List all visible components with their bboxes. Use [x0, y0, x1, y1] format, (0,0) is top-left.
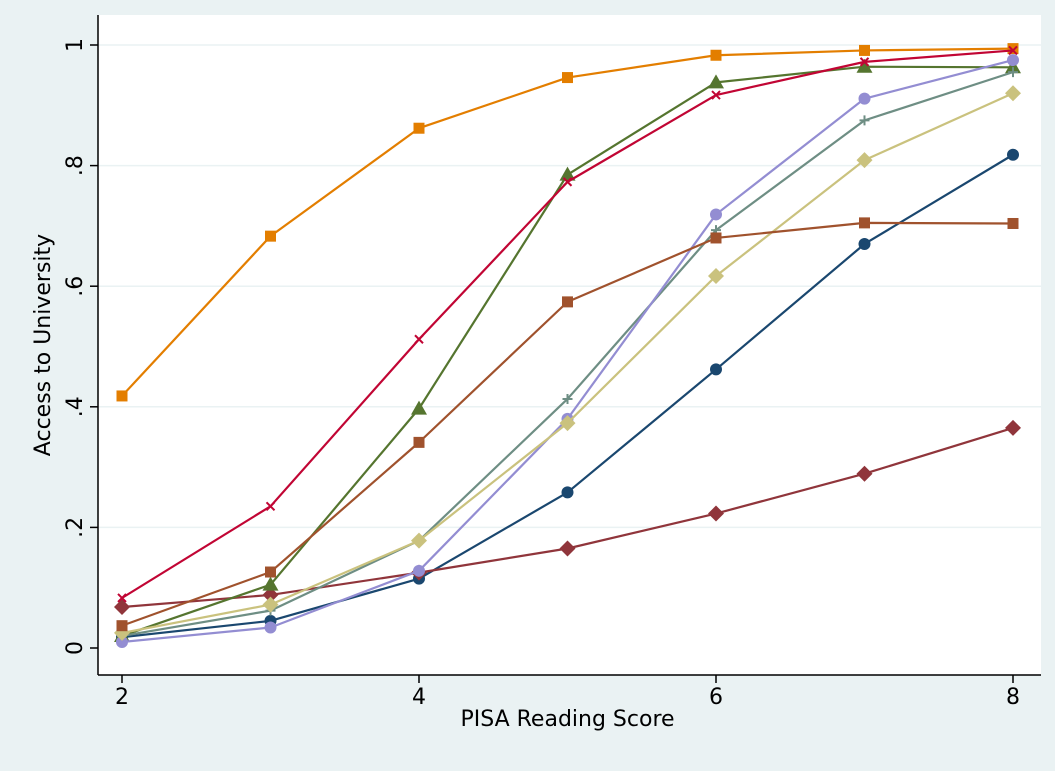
data-point: [114, 598, 130, 615]
data-point: [856, 465, 873, 482]
data-point: [559, 166, 576, 181]
data-point: [1005, 59, 1021, 74]
data-point: [1007, 54, 1019, 67]
series-4: [116, 43, 1019, 402]
data-point: [116, 390, 128, 402]
series-6: [117, 45, 1018, 603]
data-point: [710, 363, 722, 376]
data-point: [1005, 419, 1021, 436]
data-point: [1008, 45, 1018, 56]
data-point: [413, 436, 425, 448]
data-point: [859, 217, 870, 229]
data-point: [117, 593, 127, 603]
y-tick-label: 0: [63, 641, 88, 655]
data-point: [1005, 85, 1021, 102]
data-point: [411, 532, 427, 549]
data-point: [856, 58, 873, 73]
data-point: [561, 486, 574, 499]
data-point: [562, 72, 573, 84]
y-tick-label: .8: [63, 155, 88, 176]
data-point: [859, 57, 870, 67]
y-tick-label: .4: [63, 396, 88, 417]
data-point: [1008, 67, 1018, 78]
y-tick-label: 1: [63, 38, 88, 52]
data-point: [1007, 43, 1019, 55]
data-point: [858, 237, 871, 250]
grid: [98, 44, 1041, 529]
data-point: [859, 115, 870, 126]
data-point: [559, 540, 576, 557]
data-point: [562, 296, 573, 308]
data-point: [262, 576, 279, 591]
data-point: [856, 152, 873, 169]
data-point: [264, 621, 277, 634]
x-axis-label: PISA Reading Score: [460, 707, 674, 732]
data-point: [710, 232, 722, 244]
data-point: [265, 566, 276, 578]
data-point: [265, 501, 276, 512]
y-tick-label: .6: [63, 276, 88, 297]
y-tick-label: .2: [63, 517, 88, 538]
data-point: [710, 49, 722, 61]
data-point: [708, 267, 724, 284]
data-point: [858, 92, 871, 105]
x-tick-label: 4: [412, 685, 426, 710]
data-point: [711, 90, 721, 100]
data-point: [1007, 217, 1019, 229]
data-point: [710, 208, 722, 221]
data-point: [708, 74, 724, 89]
plot-area: [98, 15, 1041, 675]
data-point: [265, 230, 276, 242]
data-point: [411, 400, 427, 415]
data-point: [262, 586, 279, 603]
data-point: [708, 505, 724, 522]
data-point: [562, 393, 573, 404]
data-point: [116, 620, 128, 632]
data-point: [559, 415, 576, 432]
series-3: [114, 58, 1021, 642]
x-tick-label: 2: [115, 685, 129, 710]
series-9: [116, 217, 1019, 632]
data-point: [413, 122, 425, 134]
data-point: [413, 564, 425, 577]
x-tick-label: 6: [709, 685, 723, 710]
data-point: [1007, 148, 1019, 161]
axes: 0 .2 .4 .6 .8 1 2 4 6 8: [63, 15, 1041, 710]
data-point: [414, 334, 424, 344]
y-axis-label: Access to University: [31, 234, 56, 456]
x-tick-label: 8: [1006, 685, 1020, 710]
data-point: [859, 44, 870, 56]
series-2: [114, 419, 1021, 615]
data-point: [262, 596, 279, 613]
data-point: [116, 635, 128, 648]
data-point: [562, 177, 573, 187]
series-group: [114, 43, 1021, 648]
